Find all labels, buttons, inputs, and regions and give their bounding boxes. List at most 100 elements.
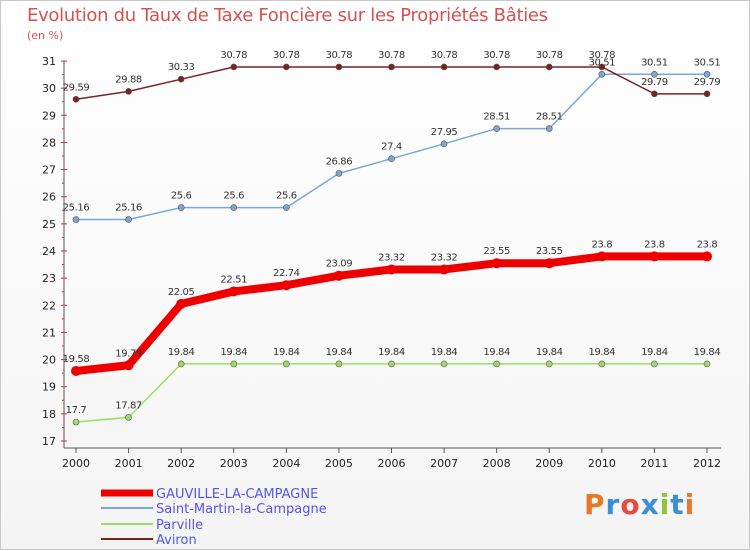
series-point-1 [125, 216, 132, 223]
series-point-0 [228, 286, 239, 297]
series-point-2 [283, 360, 290, 368]
y-tick-label: 26 [42, 191, 56, 204]
data-label-1: 27.95 [431, 127, 458, 138]
data-label-3: 29.59 [63, 82, 90, 93]
data-label-1: 30.51 [641, 57, 668, 68]
y-tick-label: 18 [42, 408, 56, 421]
logo-letter: o [620, 488, 641, 521]
x-tick-label: 2004 [272, 457, 300, 470]
data-label-1: 30.51 [694, 57, 721, 68]
series-point-3 [440, 63, 448, 71]
series-point-0 [123, 360, 134, 371]
x-tick-label: 2005 [325, 457, 353, 470]
y-tick-label: 19 [42, 381, 56, 394]
series-point-3 [230, 63, 238, 71]
chart-title: Evolution du Taux de Taxe Foncière sur l… [27, 5, 548, 26]
data-label-2: 17.7 [66, 405, 87, 416]
data-label-0: 19.79 [115, 348, 142, 359]
series-point-0 [333, 270, 344, 281]
data-label-0: 22.74 [273, 268, 300, 279]
data-label-0: 23.8 [697, 239, 718, 250]
logo-letter: i [684, 488, 696, 521]
series-point-3 [283, 63, 290, 71]
series-point-2 [125, 414, 132, 421]
series-point-2 [703, 360, 711, 368]
data-label-0: 23.55 [483, 246, 510, 257]
series-point-1 [72, 216, 80, 223]
x-tick-label: 2012 [693, 457, 721, 470]
x-tick-label: 2002 [167, 457, 195, 470]
data-label-1: 28.51 [536, 112, 563, 123]
series-point-1 [598, 71, 606, 78]
y-tick-label: 20 [42, 354, 56, 367]
logo-letter: r [605, 488, 621, 521]
logo-letter: x [640, 488, 660, 521]
logo-letter: t [670, 488, 685, 521]
series-point-0 [439, 264, 450, 275]
data-label-2: 19.84 [694, 347, 721, 358]
data-label-0: 23.55 [536, 246, 563, 257]
y-tick-label: 21 [42, 326, 56, 339]
data-label-3: 30.33 [168, 62, 195, 73]
y-tick-label: 22 [42, 299, 56, 312]
series-point-3 [598, 63, 606, 71]
data-label-2: 19.84 [536, 347, 563, 358]
proxiti-logo: Proxiti [584, 488, 695, 521]
series-point-3 [493, 63, 500, 71]
y-tick-label: 24 [42, 245, 56, 258]
series-point-2 [545, 360, 553, 368]
series-point-1 [703, 71, 711, 78]
data-label-1: 25.6 [223, 191, 244, 202]
data-label-3: 30.78 [378, 50, 405, 61]
series-point-1 [230, 204, 238, 211]
data-label-1: 25.6 [276, 191, 297, 202]
data-labels: 19.58 19.79 22.05 22.51 22.74 23.09 23.32 23.32… [63, 50, 721, 416]
data-label-3: 30.78 [273, 50, 300, 61]
y-tick-label: 29 [42, 109, 56, 122]
data-label-1: 25.16 [63, 203, 90, 214]
data-label-3: 30.78 [431, 50, 458, 61]
series-point-0 [702, 251, 712, 262]
data-label-1: 25.16 [115, 203, 142, 214]
data-label-1: 30.51 [589, 57, 616, 68]
data-label-3: 30.78 [589, 50, 616, 61]
data-label-2: 17.87 [115, 400, 142, 411]
data-label-0: 19.58 [63, 354, 90, 365]
series-point-0 [281, 280, 292, 291]
x-tick-label: 2009 [535, 457, 563, 470]
logo-letter: i [659, 488, 671, 521]
series-point-0 [544, 258, 555, 269]
series-point-3 [335, 63, 343, 71]
series-group [71, 63, 712, 426]
series-line-2 [75, 363, 708, 423]
data-label-0: 23.8 [591, 239, 612, 250]
data-label-2: 19.84 [273, 347, 300, 358]
data-label-0: 23.09 [326, 259, 353, 270]
data-label-2: 19.84 [326, 347, 353, 358]
data-label-0: 23.8 [644, 239, 665, 250]
y-tick-label: 28 [42, 136, 56, 149]
data-label-0: 23.32 [378, 252, 405, 263]
data-label-3: 30.78 [326, 50, 353, 61]
data-label-3: 30.78 [220, 50, 247, 61]
data-label-3: 29.79 [694, 77, 721, 88]
x-tick-label: 2008 [483, 457, 511, 470]
x-tick-label: 2010 [588, 457, 616, 470]
series-point-2 [177, 360, 185, 368]
series-point-3 [703, 90, 711, 98]
legend-label-3: Aviron [156, 533, 197, 548]
data-label-0: 23.32 [431, 252, 458, 263]
series-point-1 [545, 125, 553, 132]
y-tick-label: 17 [42, 435, 56, 448]
series-point-0 [596, 251, 607, 262]
series-point-1 [651, 71, 658, 78]
data-label-3: 29.88 [115, 74, 142, 85]
series-point-1 [177, 204, 185, 211]
x-tick-label: 2001 [115, 457, 143, 470]
data-label-1: 27.4 [381, 142, 402, 153]
legend-label-2: Parville [156, 518, 203, 533]
series-point-3 [651, 90, 658, 98]
series-point-0 [386, 264, 397, 275]
series-point-3 [545, 63, 553, 71]
